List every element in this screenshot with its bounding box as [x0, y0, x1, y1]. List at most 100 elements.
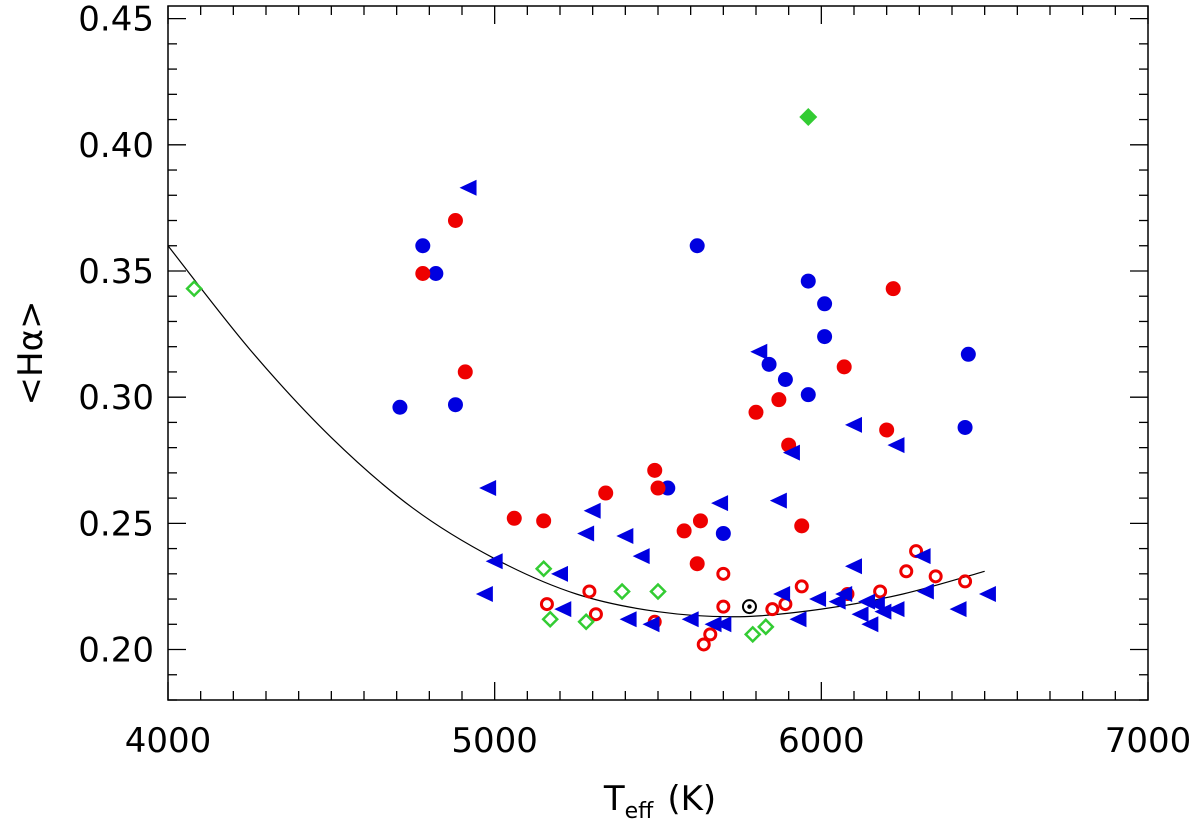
blue-filled-circles-point: [447, 397, 463, 413]
blue-triangles-point: [887, 601, 905, 618]
sun-center-dot: [747, 604, 752, 609]
blue-triangles-point: [711, 495, 729, 512]
blue-triangles-point: [874, 603, 892, 620]
blue-filled-circles-point: [817, 329, 833, 345]
data-points: [185, 108, 996, 652]
blue-triangles-point: [835, 586, 853, 603]
red-filled-circles-point: [879, 422, 895, 438]
blue-triangles-point: [861, 616, 879, 633]
blue-filled-circles-point: [957, 419, 973, 435]
red-filled-circles-point: [885, 281, 901, 297]
blue-filled-circles-point: [428, 266, 444, 282]
blue-filled-circles-point: [777, 371, 793, 387]
green-open-diamonds-point: [649, 582, 667, 601]
blue-triangles-point: [681, 611, 699, 628]
axis-ticks: [167, 6, 1149, 701]
y-tick-label: 0.30: [78, 378, 154, 418]
blue-triangles-point: [714, 616, 732, 633]
blue-triangles-point: [782, 444, 800, 461]
blue-triangles-point: [632, 548, 650, 565]
blue-triangles-point: [475, 586, 493, 603]
fit-curve-line: [167, 245, 985, 618]
blue-triangles-point: [809, 591, 827, 608]
red-filled-circles-point: [506, 510, 522, 526]
green-open-diamonds-point: [743, 625, 762, 644]
x-tick-label: 5000: [451, 721, 538, 761]
blue-triangles-point: [978, 586, 996, 603]
green-open-diamonds-point: [577, 612, 595, 631]
plot-frame: [167, 5, 1149, 701]
x-axis-label-subscript: eff: [625, 799, 655, 822]
blue-triangles-point: [949, 601, 967, 618]
blue-filled-circles-point: [800, 273, 816, 289]
red-open-circles-point: [539, 597, 554, 612]
red-filled-circles-point: [771, 392, 787, 408]
red-open-circles-point: [958, 574, 973, 589]
red-open-circles-point: [794, 579, 809, 594]
green-open-diamonds-point: [185, 279, 203, 298]
blue-filled-circles-point: [392, 399, 408, 415]
blue-triangles-point: [845, 558, 862, 575]
green-open-diamonds-point: [534, 560, 553, 578]
green-filled-diamond-point: [799, 108, 818, 127]
red-filled-circles-point: [650, 480, 666, 496]
blue-triangles-point: [913, 548, 931, 565]
y-axis-label: <Hα>: [11, 301, 51, 406]
sun-point: [741, 599, 757, 615]
blue-triangles-point: [769, 492, 787, 509]
red-filled-circles-point: [598, 485, 614, 501]
x-tick-label: 6000: [778, 721, 865, 761]
blue-triangles-point: [828, 593, 846, 610]
red-filled-circles-point: [447, 213, 463, 229]
axis-tick-labels: 4000 5000 6000 7000 0.20 0.25 0.30 0.35 0.40 0.45: [78, 0, 1191, 761]
green-open-diamonds-point: [757, 618, 775, 636]
blue-triangles-point: [554, 601, 572, 618]
red-open-circles-point: [588, 607, 603, 622]
blue-triangles-point: [867, 596, 885, 613]
blue-triangles-point: [583, 502, 601, 519]
blue-triangles-point: [845, 416, 862, 433]
red-open-circles-point: [696, 637, 711, 652]
blue-triangles-point: [551, 565, 568, 582]
red-filled-circles-point: [647, 462, 663, 478]
blue-triangles-point: [577, 525, 595, 542]
red-filled-circles-point: [676, 523, 692, 539]
green-open-diamonds-point: [613, 582, 631, 601]
blue-triangles-point: [479, 480, 497, 497]
red-filled-circles-point: [689, 556, 705, 572]
red-filled-circles-point: [457, 364, 473, 380]
blue-triangles-point: [887, 437, 905, 454]
y-tick-label: 0.45: [78, 0, 154, 40]
x-tick-label: 4000: [125, 721, 212, 761]
red-open-circles-point: [582, 584, 597, 599]
blue-filled-circles-point: [960, 346, 976, 362]
red-filled-circles-point: [748, 404, 764, 420]
blue-triangles-point: [789, 611, 807, 628]
y-tick-label: 0.20: [78, 631, 154, 671]
red-open-circles-point: [716, 599, 731, 614]
blue-filled-circles-point: [800, 387, 816, 403]
red-open-circles-point: [899, 564, 914, 579]
blue-triangles-point: [704, 616, 722, 633]
red-filled-circles-point: [836, 359, 852, 375]
red-open-circles-point: [703, 627, 718, 642]
blue-filled-circles-point: [761, 356, 777, 372]
red-open-circles-point: [716, 566, 731, 581]
blue-filled-circles-point: [415, 238, 431, 254]
y-tick-label: 0.25: [78, 504, 154, 544]
y-tick-label: 0.35: [78, 252, 154, 292]
blue-triangles-point: [619, 611, 637, 628]
red-open-circles-point: [928, 569, 943, 584]
blue-filled-circles-point: [817, 296, 833, 312]
red-open-circles-point: [873, 584, 888, 599]
x-axis-label-main: T: [603, 779, 625, 819]
x-tick-label: 7000: [1105, 721, 1192, 761]
green-open-diamonds-point: [541, 610, 559, 629]
red-filled-circles-point: [794, 518, 810, 534]
blue-triangles-point: [750, 343, 768, 360]
blue-triangles-point: [616, 527, 634, 544]
red-filled-circles-point: [415, 266, 431, 282]
blue-triangles-point: [773, 586, 791, 603]
blue-triangles-point: [485, 553, 503, 570]
